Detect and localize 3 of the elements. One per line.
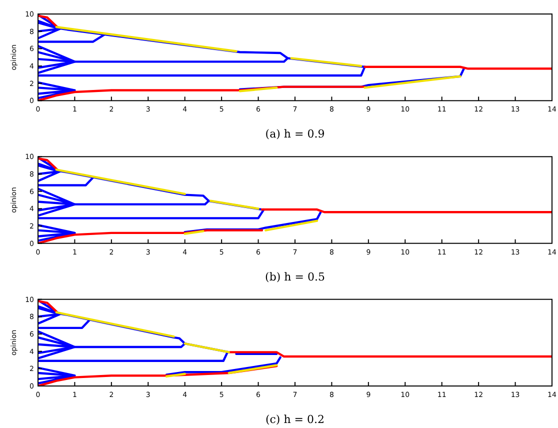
text: (b) h = 0.5 bbox=[265, 270, 325, 284]
text: (a) h = 0.9 bbox=[265, 128, 325, 141]
text: (c) h = 0.2 bbox=[265, 413, 325, 426]
